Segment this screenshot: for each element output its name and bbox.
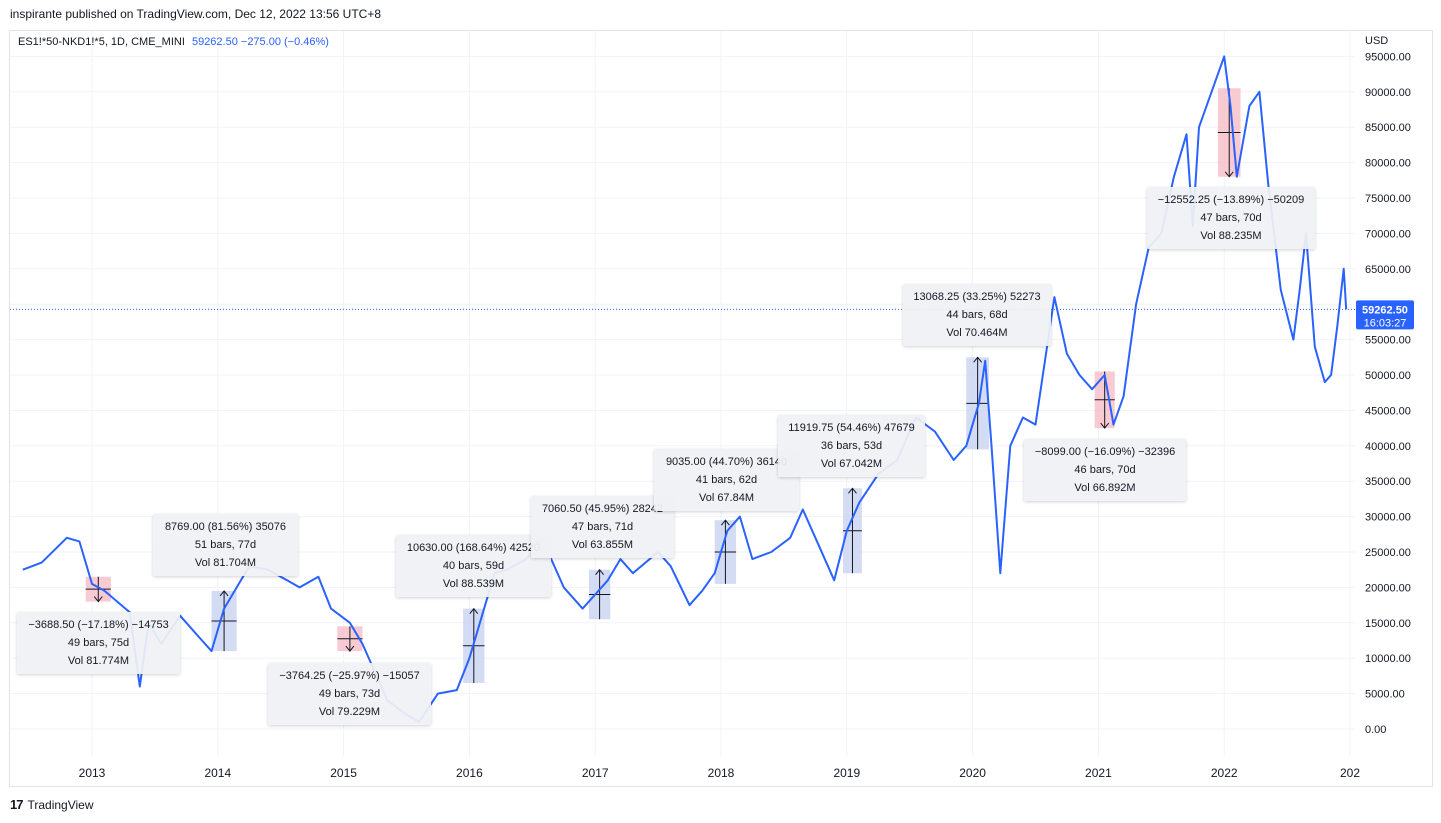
- measure-label-line: 10630.00 (168.64%) 42520: [406, 542, 541, 554]
- measure-label-line: Vol 81.774M: [67, 655, 130, 667]
- measure-label-line: −3688.50 (−17.18%) −14753: [28, 619, 169, 631]
- y-tick-label: 5000.00: [1365, 689, 1405, 701]
- y-tick-label: 20000.00: [1365, 582, 1411, 594]
- y-tick-label: 85000.00: [1365, 122, 1411, 134]
- measure-label-box: 8769.00 (81.56%) 35076 51 bars, 77d Vol 81…: [153, 514, 298, 576]
- currency-label: USD: [1365, 35, 1388, 47]
- measure-label-line: Vol 63.855M: [571, 539, 634, 551]
- x-tick-label: 2020: [959, 766, 986, 780]
- y-tick-label: 25000.00: [1365, 547, 1411, 559]
- x-tick-label: 2016: [456, 766, 483, 780]
- x-tick-label: 2018: [708, 766, 735, 780]
- x-tick-label: 2022: [1211, 766, 1238, 780]
- measure-label-box: −12552.25 (−13.89%) −50209 47 bars, 70d Vo…: [1147, 187, 1315, 249]
- measure-label-line: 47 bars, 70d: [1200, 212, 1262, 224]
- measure-label-line: 36 bars, 53d: [820, 440, 883, 452]
- symbol-legend[interactable]: ES1!*50-NKD1!*5, 1D, CME_MINI 59262.50 −…: [18, 36, 329, 48]
- y-tick-label: 40000.00: [1365, 441, 1411, 453]
- arrow-up-icon: [595, 568, 604, 576]
- x-tick-label: 2015: [330, 766, 357, 780]
- measure-label-line: Vol 66.892M: [1074, 482, 1136, 494]
- y-axis: 95000.00 90000.00 85000.00 80000.00 75000.00…: [1365, 51, 1411, 736]
- measure-label-line: 51 bars, 77d: [194, 539, 257, 551]
- measure-label-box: −3688.50 (−17.18%) −14753 49 bars, 75d Vol…: [17, 612, 180, 674]
- y-tick-label: 65000.00: [1365, 264, 1411, 276]
- x-tick-label: 2013: [79, 766, 106, 780]
- measure-label-box: 11919.75 (54.46%) 47679 36 bars, 53d Vol 6…: [778, 415, 925, 477]
- arrow-down-icon: [1224, 171, 1234, 178]
- measure-label-line: 49 bars, 75d: [67, 637, 130, 649]
- measure-label-line: −12552.25 (−13.89%) −50209: [1157, 194, 1305, 206]
- y-tick-label: 15000.00: [1365, 618, 1411, 630]
- measure-label-line: 44 bars, 68d: [946, 309, 1008, 321]
- arrow-up-icon: [219, 590, 229, 597]
- arrow-up-icon: [469, 607, 479, 614]
- x-tick-label: 2014: [204, 766, 231, 780]
- countdown-label: 16:03:27: [1364, 317, 1407, 329]
- brand-name: TradingView: [27, 797, 94, 812]
- price-tag-bg: [1356, 300, 1414, 330]
- y-tick-label: 0.00: [1365, 724, 1386, 736]
- chart-frame: [9, 30, 1433, 787]
- measure-label-line: −8099.00 (−16.09%) −32396: [1034, 446, 1176, 458]
- measure-label-box: 13068.25 (33.25%) 52273 44 bars, 68d Vol 7…: [903, 284, 1051, 346]
- arrow-up-icon: [848, 487, 857, 494]
- measure-label-line: 46 bars, 70d: [1074, 464, 1136, 476]
- arrow-up-icon: [721, 519, 730, 526]
- y-tick-label: 30000.00: [1365, 512, 1411, 524]
- measure-label-line: 13068.25 (33.25%) 52273: [913, 291, 1041, 303]
- measure-label-line: Vol 67.84M: [698, 492, 755, 504]
- y-tick-label: 45000.00: [1365, 405, 1411, 417]
- y-tick-label: 35000.00: [1365, 476, 1411, 488]
- grid-lines: [10, 31, 1355, 757]
- measure-label-box: −3764.25 (−25.97%) −15057 49 bars, 73d Vol…: [268, 663, 431, 725]
- measure-label-line: 40 bars, 59d: [442, 560, 505, 572]
- y-tick-label: 75000.00: [1365, 193, 1411, 205]
- measure-label-line: 9035.00 (44.70%) 36140: [665, 456, 788, 468]
- measure-label-box: 10630.00 (168.64%) 42520 40 bars, 59d Vol …: [396, 535, 551, 597]
- measure-label-line: 41 bars, 62d: [695, 474, 758, 486]
- arrow-up-icon: [973, 356, 983, 363]
- measure-label-line: Vol 67.042M: [820, 458, 883, 470]
- y-tick-label: 95000.00: [1365, 51, 1411, 63]
- x-tick-label: 2017: [582, 766, 609, 780]
- y-tick-label: 80000.00: [1365, 158, 1411, 170]
- symbol-values: 59262.50 −275.00 (−0.46%): [191, 36, 329, 48]
- y-tick-label: 10000.00: [1365, 653, 1411, 665]
- x-axis: 2013 2014 2015 2016 2017 2018 2019 2020 2021 2022…: [79, 766, 1361, 780]
- footer-brand[interactable]: 17 TradingView: [10, 797, 94, 812]
- symbol-info: ES1!*50-NKD1!*5, 1D, CME_MINI: [18, 36, 185, 48]
- measure-label-line: Vol 70.464M: [946, 327, 1008, 339]
- measure-label-line: 47 bars, 71d: [571, 521, 634, 533]
- measure-label-line: 49 bars, 73d: [318, 688, 381, 700]
- measure-label-line: Vol 79.229M: [318, 706, 381, 718]
- current-price-label: 59262.50: [1362, 304, 1408, 316]
- measure-label-line: 11919.75 (54.46%) 47679: [788, 422, 915, 434]
- arrow-down-icon: [345, 645, 355, 652]
- measure-label-line: −3764.25 (−25.97%) −15057: [279, 670, 420, 682]
- arrow-down-icon: [93, 596, 103, 603]
- y-tick-label: 70000.00: [1365, 228, 1411, 240]
- y-tick-label: 50000.00: [1365, 370, 1411, 382]
- measure-label-line: 8769.00 (81.56%) 35076: [164, 521, 287, 533]
- measure-label-line: Vol 81.704M: [194, 557, 257, 569]
- tradingview-logo-icon: 17: [10, 797, 24, 812]
- measure-label-line: Vol 88.539M: [442, 578, 505, 590]
- measure-label-box: −8099.00 (−16.09%) −32396 46 bars, 70d Vol…: [1024, 439, 1186, 501]
- measure-label-line: Vol 88.235M: [1200, 230, 1262, 242]
- measure-label-box: 9035.00 (44.70%) 36140 41 bars, 62d Vol 67…: [654, 449, 799, 511]
- x-tick-label: 2019: [833, 766, 860, 780]
- measure-label-line: 7060.50 (45.95%) 28242: [541, 503, 664, 515]
- y-tick-label: 90000.00: [1365, 87, 1411, 99]
- x-tick-label: 2021: [1085, 766, 1112, 780]
- publish-info: inspirante published on TradingView.com,…: [10, 7, 382, 21]
- measure-zones: [85, 88, 1241, 683]
- arrow-down-icon: [1100, 422, 1110, 429]
- y-tick-label: 55000.00: [1365, 335, 1411, 347]
- measure-label-box: 7060.50 (45.95%) 28242 47 bars, 71d Vol 63…: [531, 496, 674, 558]
- x-tick-label: 202: [1340, 766, 1360, 780]
